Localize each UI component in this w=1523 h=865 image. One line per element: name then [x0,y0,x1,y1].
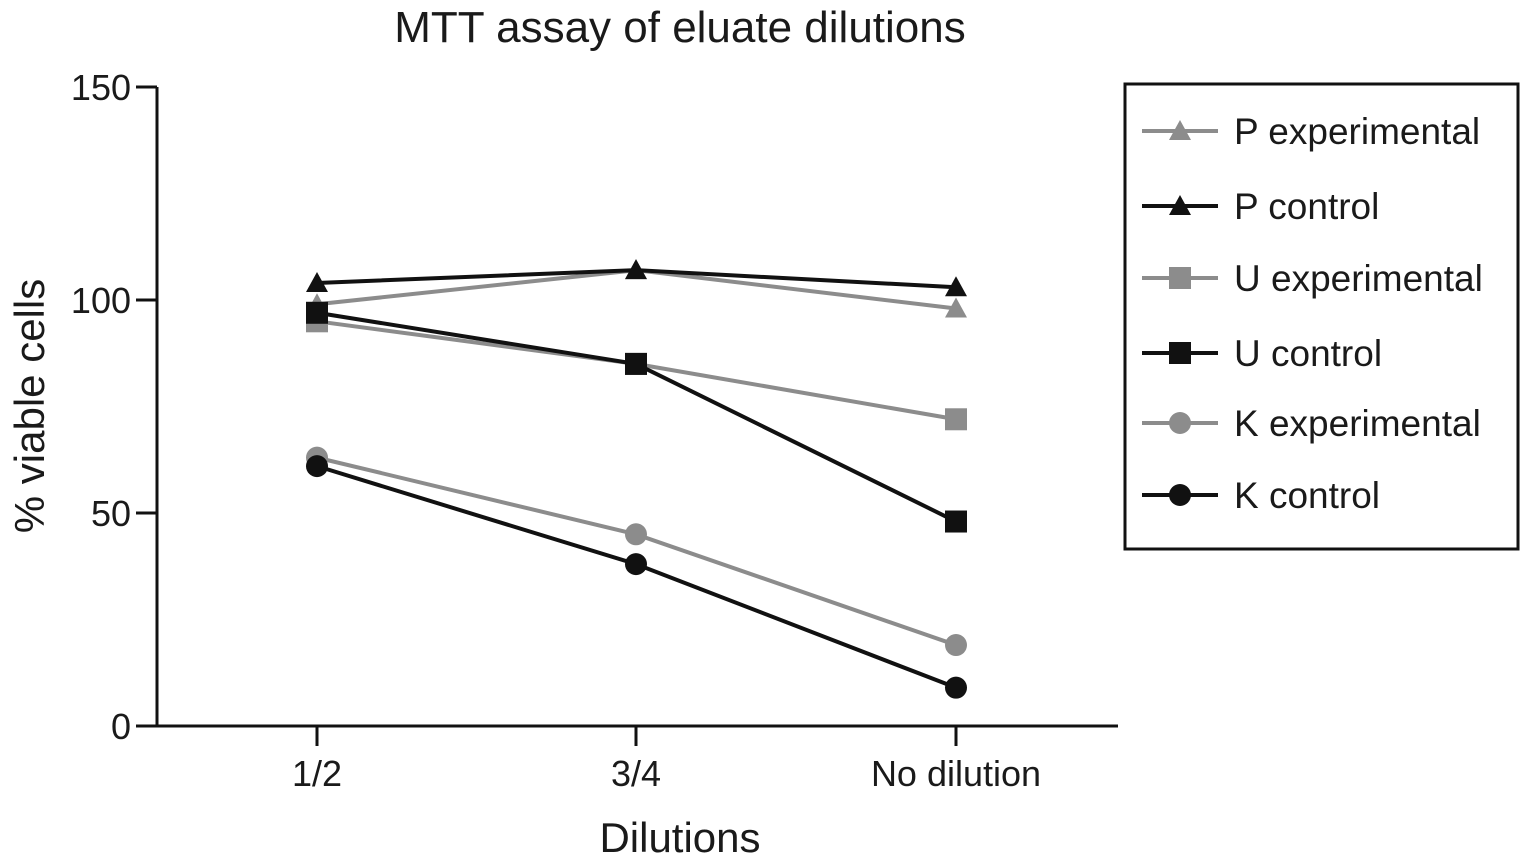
x-tick-label: 1/2 [292,753,342,794]
legend-item: U experimental [1142,258,1483,299]
legend-marker [1169,342,1191,364]
legend-label: U experimental [1234,258,1483,299]
x-ticks: 1/2 3/4 No dilution [292,726,1041,794]
series-line [316,310,957,524]
data-point [945,276,967,297]
x-tick-label: 3/4 [611,753,661,794]
y-tick-label: 150 [71,67,131,108]
series-line [316,455,957,647]
legend-item: P experimental [1142,111,1480,152]
series-p-control [306,259,967,297]
data-point [945,634,967,657]
legend-marker [1169,195,1191,215]
data-point [625,553,647,576]
y-tick-label: 100 [71,280,131,321]
legend-label: K control [1234,475,1380,516]
series-line [316,464,957,690]
y-tick-label: 0 [111,706,131,747]
data-point [625,259,647,280]
y-axis-label: % viable cells [6,279,53,533]
legend-item: K control [1142,475,1380,516]
legend-item: K experimental [1142,403,1481,444]
legend: P experimental P control U experimental U c… [1123,82,1520,551]
series-k-control [306,455,967,699]
data-point [306,301,328,324]
legend-label: P control [1234,186,1379,227]
legend-marker [1169,412,1191,434]
legend-item: P control [1142,186,1379,227]
legend-marker [1169,267,1191,289]
legend-label: U control [1234,333,1382,374]
y-tick-label: 50 [91,493,131,534]
legend-item: U control [1142,333,1382,374]
data-point [945,510,967,533]
x-axis-label: Dilutions [599,814,760,861]
data-point [945,408,967,431]
data-point [945,676,967,699]
data-point [306,271,328,292]
legend-label: P experimental [1234,111,1480,152]
chart-title: MTT assay of eluate dilutions [394,3,965,52]
data-point [306,455,328,478]
data-point [945,297,967,318]
y-ticks: 0 50 100 150 [71,67,157,747]
series-u-control [306,301,967,533]
legend-label: K experimental [1234,403,1481,444]
legend-marker [1169,484,1191,506]
data-point [625,523,647,546]
legend-box [1123,82,1520,551]
legend-marker [1169,120,1191,140]
data-point [625,352,647,375]
series-layer [306,259,967,699]
x-tick-label: No dilution [871,753,1041,794]
